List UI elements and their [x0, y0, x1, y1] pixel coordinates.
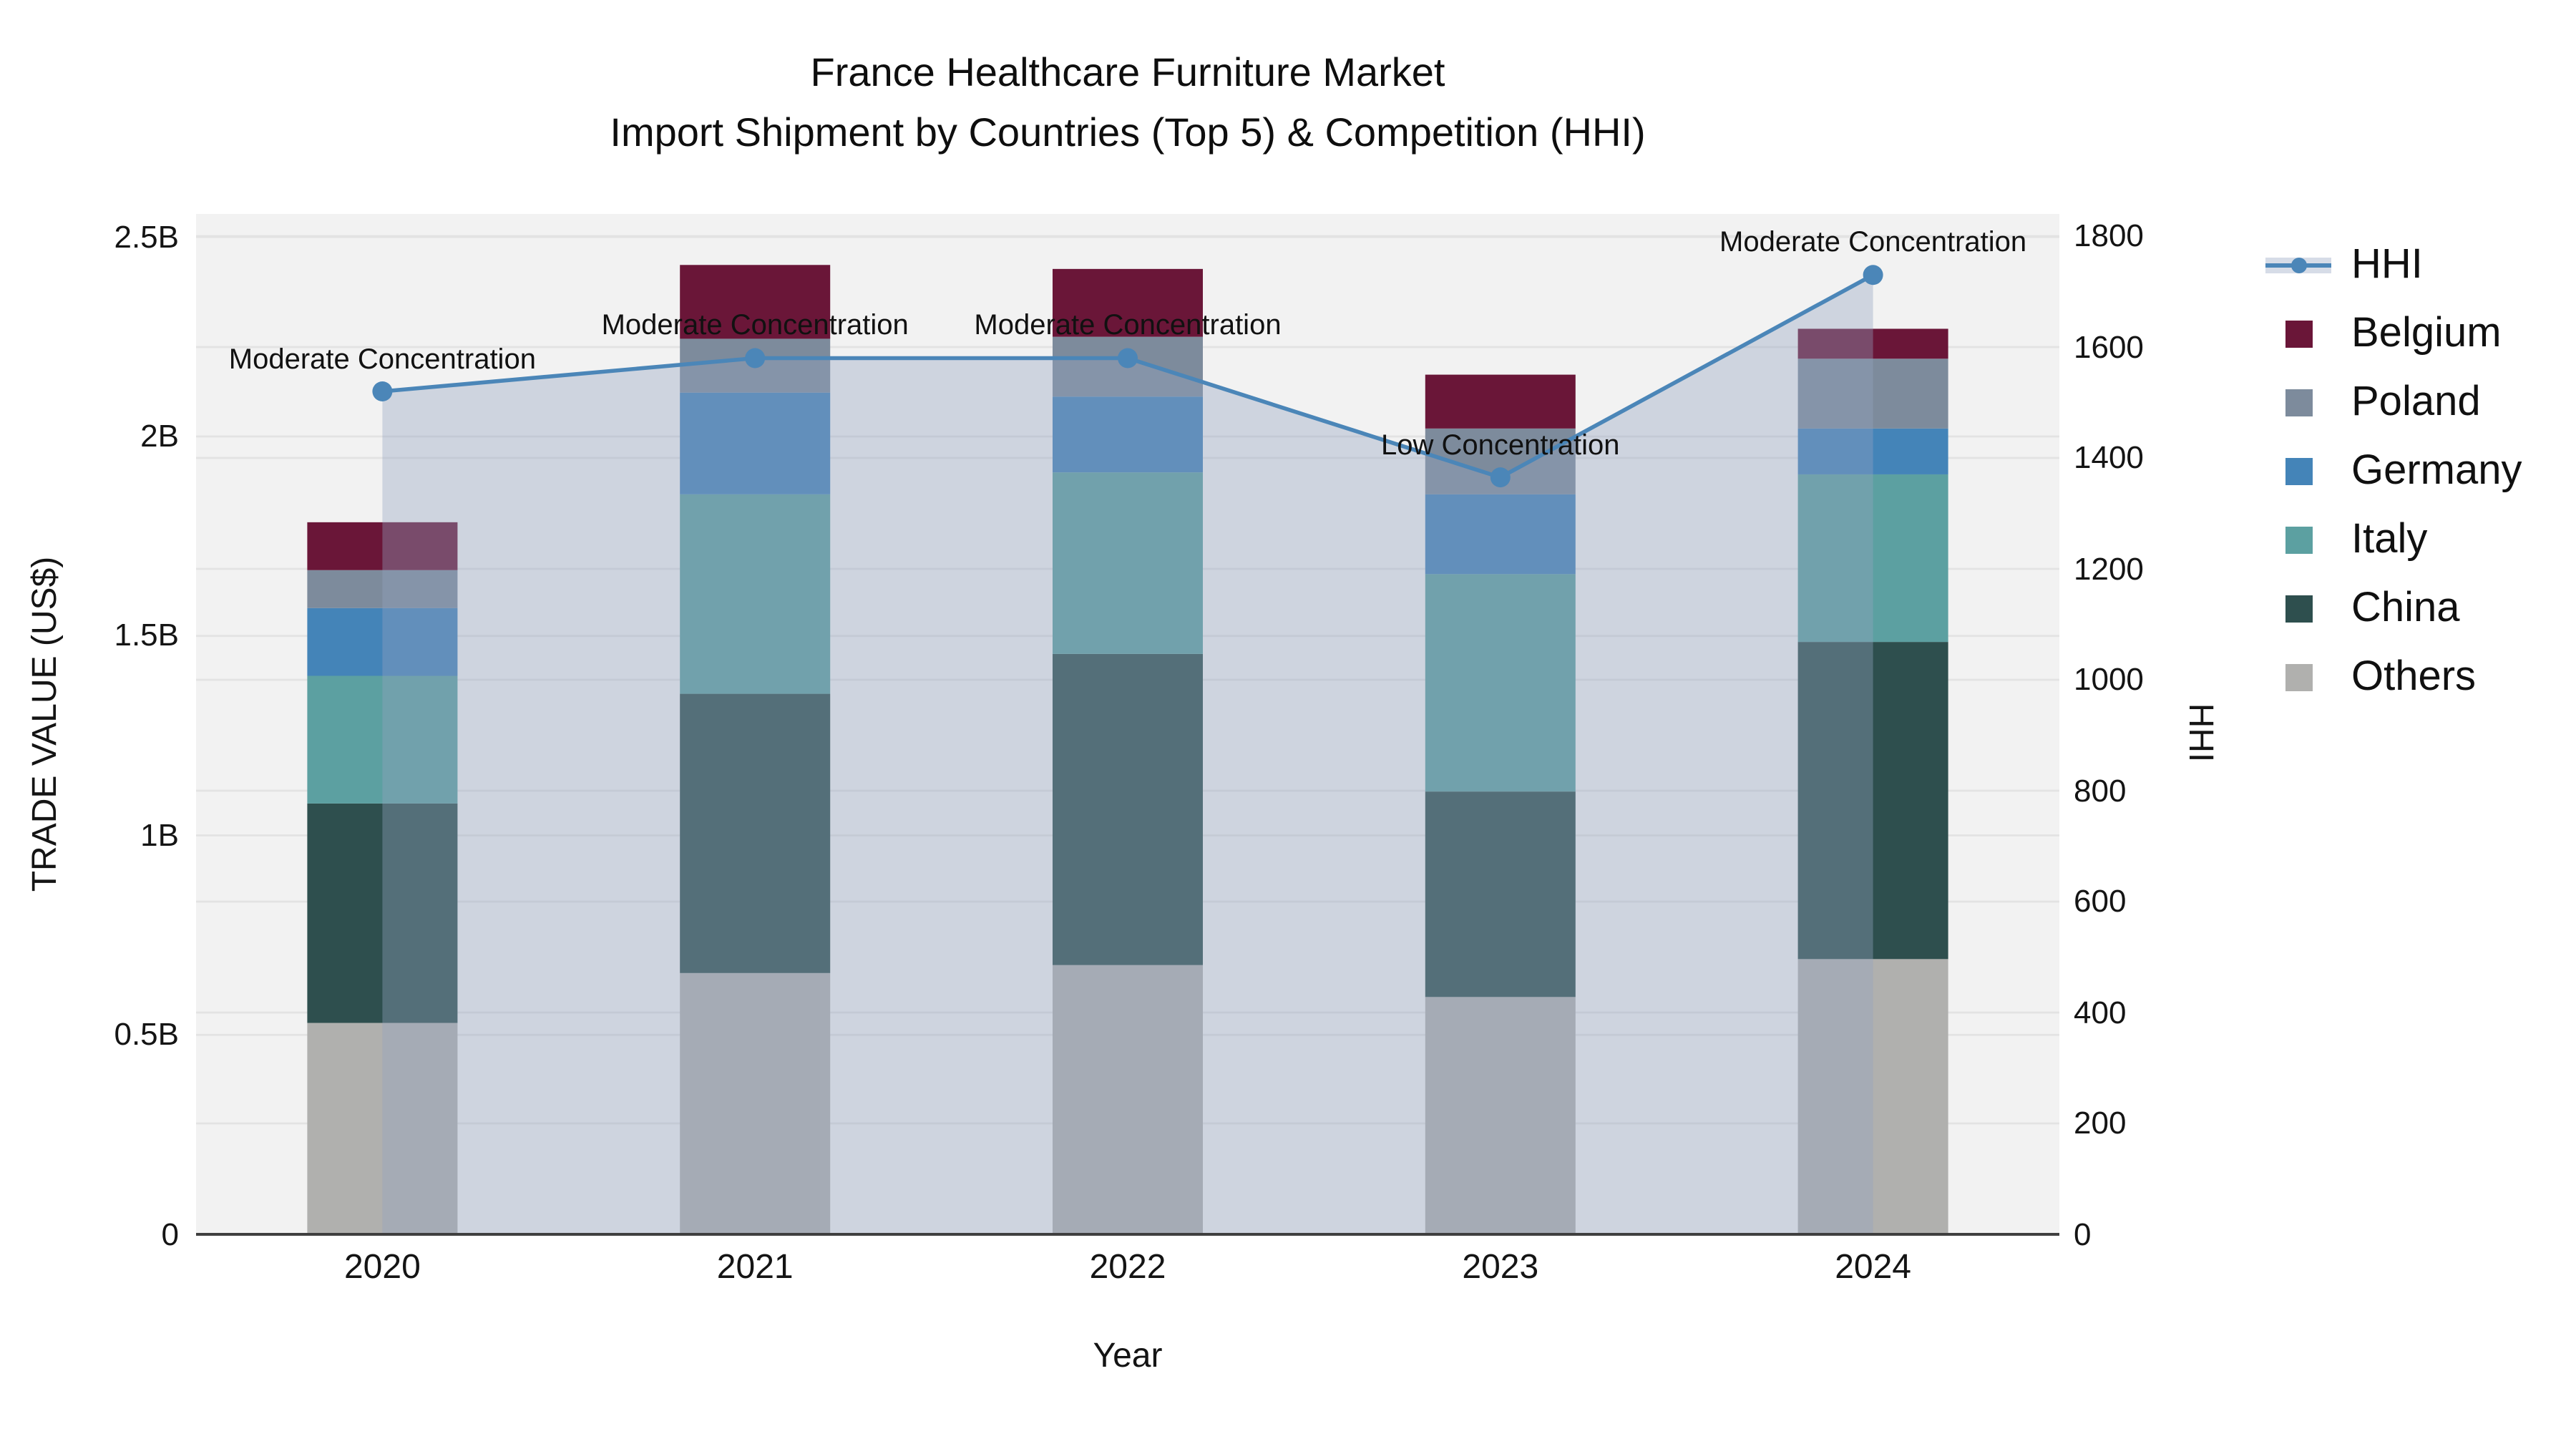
legend-item-others[interactable]: Others	[2265, 653, 2522, 701]
belgium-swatch-icon	[2285, 320, 2313, 347]
y2-tick-label: 400	[2074, 994, 2127, 1030]
y-tick-label: 0.5B	[114, 1016, 179, 1053]
x-tick-label-2022: 2022	[1089, 1248, 1166, 1287]
bar-segment-italy-2024[interactable]	[1797, 474, 1948, 643]
bar-segment-china-2021[interactable]	[680, 693, 831, 973]
annotation-label-2020: Moderate Concentration	[228, 343, 536, 375]
y2-axis-title: HHI	[2181, 703, 2220, 763]
bar-segment-others-2020[interactable]	[307, 1023, 458, 1234]
hhi-marker-2021[interactable]	[745, 348, 766, 369]
y-tick-label: 1B	[140, 816, 179, 853]
italy-swatch-icon	[2285, 526, 2313, 553]
bar-segment-china-2022[interactable]	[1053, 653, 1203, 965]
hhi-line-icon	[2265, 249, 2331, 280]
y2-tick-label: 1400	[2074, 439, 2144, 475]
legend-item-germany-label: Germany	[2351, 447, 2522, 493]
bar-segment-poland-2020[interactable]	[307, 570, 458, 608]
y2-tick-label: 1000	[2074, 661, 2144, 697]
y-tick-label: 0	[161, 1216, 180, 1252]
china-swatch-icon	[2285, 595, 2313, 622]
bar-segment-italy-2020[interactable]	[307, 675, 458, 804]
bar-segment-china-2023[interactable]	[1425, 791, 1576, 997]
chart-title-line2: Import Shipment by Countries (Top 5) & C…	[610, 110, 1646, 155]
bar-segment-others-2024[interactable]	[1797, 959, 1948, 1234]
bar-segment-others-2022[interactable]	[1053, 965, 1203, 1234]
x-tick-label-2020: 2020	[343, 1248, 421, 1287]
legend-item-germany[interactable]: Germany	[2265, 447, 2522, 495]
hhi-area-fill	[382, 275, 1873, 1234]
bar-segment-belgium-2020[interactable]	[307, 522, 458, 570]
hhi-marker-2022[interactable]	[1118, 348, 1138, 369]
x-tick-label-2023: 2023	[1462, 1248, 1539, 1287]
germany-swatch-icon	[2285, 457, 2313, 484]
legend-item-belgium-label: Belgium	[2351, 310, 2502, 356]
annotation-label-2023: Low Concentration	[1381, 429, 1620, 462]
hhi-marker-2023[interactable]	[1490, 467, 1511, 488]
legend-item-others-label: Others	[2351, 653, 2477, 699]
annotation-label-2024: Moderate Concentration	[1719, 227, 2027, 259]
others-swatch-icon	[2285, 663, 2313, 691]
legend-item-hhi[interactable]: HHI	[2265, 240, 2522, 289]
legend-item-hhi-label: HHI	[2351, 241, 2423, 287]
bar-segment-italy-2023[interactable]	[1425, 574, 1576, 792]
y2-tick-label: 200	[2074, 1105, 2127, 1141]
bar-segment-germany-2022[interactable]	[1053, 396, 1203, 473]
bar-segment-china-2020[interactable]	[307, 803, 458, 1023]
bar-segment-germany-2023[interactable]	[1425, 494, 1576, 575]
bar-segment-belgium-2024[interactable]	[1797, 328, 1948, 359]
legend-item-italy-label: Italy	[2351, 516, 2428, 562]
hhi-marker-2020[interactable]	[372, 381, 393, 401]
y2-tick-label: 800	[2074, 772, 2127, 808]
annotation-label-2021: Moderate Concentration	[601, 310, 909, 342]
y-tick-label: 1.5B	[114, 617, 179, 653]
legend-item-italy[interactable]: Italy	[2265, 515, 2522, 564]
y-axis-title: TRADE VALUE (US$)	[26, 556, 64, 892]
bar-segment-germany-2021[interactable]	[680, 392, 831, 494]
y2-tick-label: 0	[2074, 1216, 2092, 1252]
y2-tick-label: 1600	[2074, 328, 2144, 364]
legend-item-poland-label: Poland	[2351, 379, 2481, 424]
legend-item-belgium[interactable]: Belgium	[2265, 309, 2522, 358]
y2-tick-label: 1800	[2074, 218, 2144, 253]
bar-segment-italy-2021[interactable]	[680, 494, 831, 694]
legend-item-china[interactable]: China	[2265, 584, 2522, 633]
bar-segment-poland-2024[interactable]	[1797, 358, 1948, 429]
bar-segment-belgium-2023[interactable]	[1425, 374, 1576, 429]
bar-segment-belgium-2021[interactable]	[680, 265, 831, 339]
bar-segment-germany-2020[interactable]	[307, 608, 458, 676]
poland-swatch-icon	[2285, 389, 2313, 416]
bar-segment-belgium-2022[interactable]	[1053, 268, 1203, 337]
y-tick-label: 2.5B	[114, 218, 179, 255]
y2-tick-label: 1200	[2074, 550, 2144, 586]
hhi-marker-2024[interactable]	[1863, 265, 1883, 286]
x-tick-label-2021: 2021	[716, 1248, 794, 1287]
bar-segment-others-2023[interactable]	[1425, 997, 1576, 1234]
legend: HHI Belgium Poland Germany Italy China Others	[2265, 240, 2522, 721]
legend-item-poland[interactable]: Poland	[2265, 378, 2522, 426]
bar-segment-china-2024[interactable]	[1797, 642, 1948, 960]
x-axis-title: Year	[1093, 1337, 1163, 1375]
bar-segment-italy-2022[interactable]	[1053, 472, 1203, 654]
legend-item-china-label: China	[2351, 585, 2460, 630]
y-tick-label: 2B	[140, 418, 179, 454]
chart-title: France Healthcare Furniture Market Impor…	[610, 43, 1645, 163]
chart-title-line1: France Healthcare Furniture Market	[810, 50, 1445, 94]
x-tick-label-2024: 2024	[1835, 1248, 1911, 1287]
bar-segment-others-2021[interactable]	[680, 972, 831, 1234]
y2-tick-label: 600	[2074, 883, 2127, 919]
annotation-label-2022: Moderate Concentration	[974, 310, 1282, 342]
bar-segment-germany-2024[interactable]	[1797, 428, 1948, 474]
